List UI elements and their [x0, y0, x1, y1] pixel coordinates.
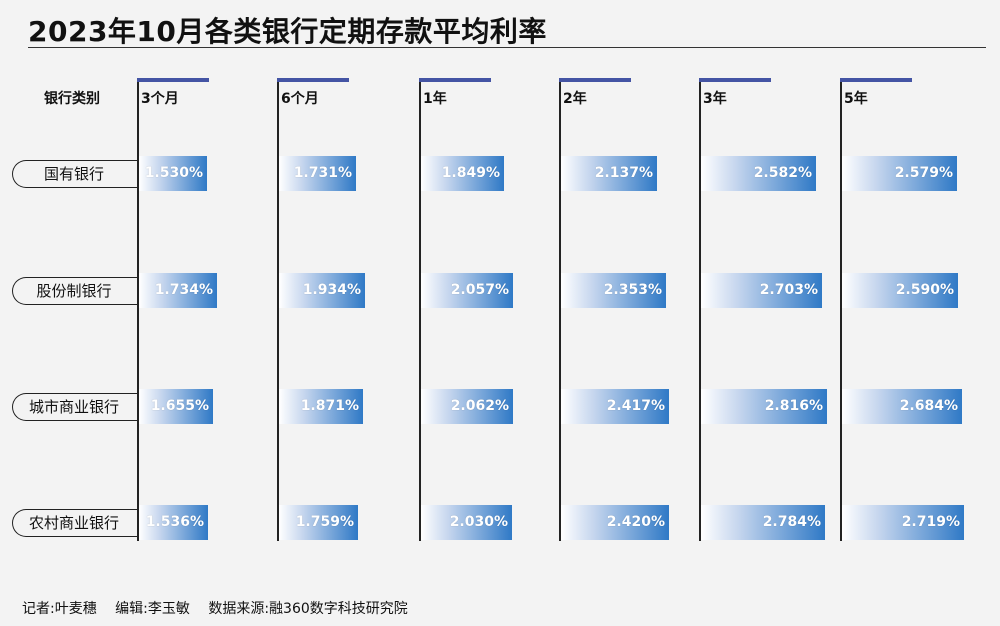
column-axis-line — [419, 80, 421, 541]
bar — [279, 273, 365, 308]
chart-title: 2023年10月各类银行定期存款平均利率 — [28, 15, 547, 48]
bar — [139, 156, 207, 191]
column-label: 3年 — [703, 91, 727, 107]
column-axis-line — [137, 80, 139, 541]
column-label: 3个月 — [141, 91, 179, 107]
bar — [139, 505, 208, 540]
reporter-credit: 记者:叶麦穗 — [22, 601, 97, 617]
bar — [421, 505, 512, 540]
row-label-frame — [12, 277, 138, 305]
column-header-cap — [699, 78, 771, 82]
bar-value-label: 2.137% — [594, 165, 653, 181]
column-header-cap — [277, 78, 349, 82]
bar — [561, 505, 669, 540]
bar — [279, 505, 358, 540]
row-label: 国有银行 — [43, 165, 104, 183]
row-label: 股份制银行 — [36, 282, 112, 300]
bar — [701, 505, 825, 540]
bar-value-label: 1.536% — [145, 514, 204, 530]
bar — [561, 389, 669, 424]
column-label: 6个月 — [281, 91, 319, 107]
column-axis-line — [840, 80, 842, 541]
bar — [842, 273, 958, 308]
data-source: 数据来源:融360数字科技研究院 — [208, 601, 408, 617]
bar-value-label: 1.731% — [293, 165, 352, 181]
bar-value-label: 2.057% — [450, 282, 509, 298]
bar-value-label: 1.655% — [150, 398, 209, 414]
column-label: 5年 — [844, 91, 868, 107]
column-axis-line — [277, 80, 279, 541]
bar-value-label: 2.417% — [606, 398, 665, 414]
bar-value-label: 1.934% — [302, 282, 361, 298]
bar — [421, 389, 513, 424]
title-divider — [28, 47, 986, 48]
editor-credit: 编辑:李玉敏 — [115, 601, 190, 617]
bar-value-label: 2.784% — [762, 514, 821, 530]
bar-value-label: 1.759% — [295, 514, 354, 530]
bar-value-label: 2.579% — [894, 165, 953, 181]
row-label-frame — [12, 393, 138, 421]
bar-value-label: 2.719% — [901, 514, 960, 530]
column-label: 2年 — [563, 91, 587, 107]
bar-value-label: 2.062% — [450, 398, 509, 414]
column-header-cap — [559, 78, 631, 82]
bar-value-label: 1.871% — [300, 398, 359, 414]
bar — [279, 156, 356, 191]
column-header-cap — [840, 78, 912, 82]
bar-value-label: 1.849% — [441, 165, 500, 181]
category-header: 银行类别 — [44, 91, 100, 107]
column-header-cap — [419, 78, 491, 82]
bar — [701, 273, 822, 308]
bar — [842, 505, 964, 540]
bar — [842, 389, 962, 424]
column-label: 1年 — [423, 91, 447, 107]
bar-value-label: 2.420% — [606, 514, 665, 530]
bar — [561, 156, 657, 191]
bar — [842, 156, 957, 191]
bar — [421, 156, 504, 191]
column-header-cap — [137, 78, 209, 82]
bar — [421, 273, 513, 308]
column-axis-line — [559, 80, 561, 541]
bar-value-label: 1.734% — [154, 282, 213, 298]
bar-value-label: 2.590% — [895, 282, 954, 298]
footer-credits: 记者:叶麦穗 编辑:李玉敏 数据来源:融360数字科技研究院 — [22, 598, 422, 618]
bar-value-label: 2.684% — [899, 398, 958, 414]
bar-value-label: 2.703% — [759, 282, 818, 298]
column-axis-line — [699, 80, 701, 541]
bar — [139, 273, 217, 308]
row-label: 城市商业银行 — [28, 398, 119, 416]
bar-value-label: 2.353% — [603, 282, 662, 298]
row-label: 农村商业银行 — [28, 514, 119, 532]
bar-value-label: 2.030% — [449, 514, 508, 530]
bar-value-label: 2.816% — [764, 398, 823, 414]
bar-value-label: 2.582% — [753, 165, 812, 181]
row-label-frame — [12, 509, 138, 537]
bar — [279, 389, 363, 424]
bar — [701, 156, 816, 191]
bar-value-label: 1.530% — [144, 165, 203, 181]
bar — [701, 389, 827, 424]
row-label-frame — [12, 160, 138, 188]
bar — [561, 273, 666, 308]
bar — [139, 389, 213, 424]
